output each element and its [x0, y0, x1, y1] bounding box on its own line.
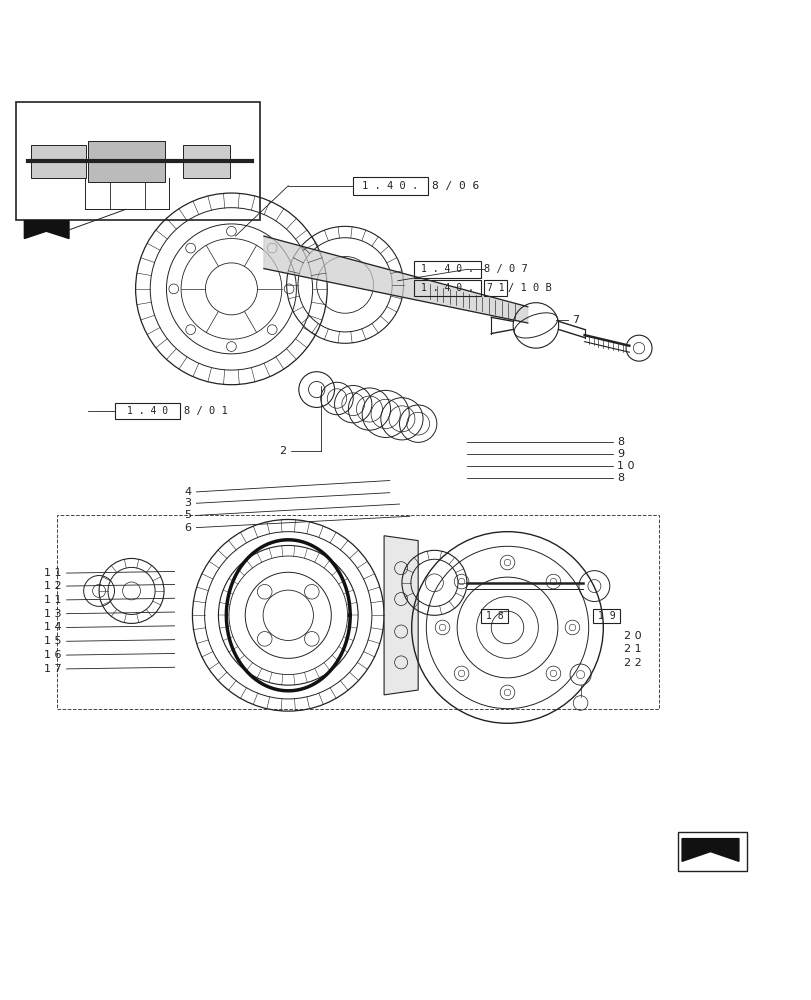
Text: 1 4: 1 4: [44, 622, 62, 632]
Text: 2 0: 2 0: [623, 631, 641, 641]
Text: 4: 4: [184, 487, 191, 497]
Bar: [353, 177, 427, 195]
FancyBboxPatch shape: [182, 145, 230, 178]
Text: 1 6: 1 6: [44, 650, 62, 660]
Text: 1 3: 1 3: [44, 609, 62, 619]
Text: 1 0: 1 0: [616, 461, 634, 471]
Text: 5: 5: [184, 510, 191, 520]
Polygon shape: [681, 839, 738, 861]
Polygon shape: [264, 236, 527, 323]
Text: 1 1: 1 1: [44, 568, 62, 578]
Bar: [414, 261, 480, 278]
Bar: [592, 609, 620, 623]
Text: 8: 8: [616, 437, 624, 447]
Bar: [480, 609, 508, 623]
Polygon shape: [24, 221, 69, 239]
FancyBboxPatch shape: [88, 141, 165, 182]
Text: 1 . 4 0 .: 1 . 4 0 .: [420, 283, 474, 293]
Text: 2: 2: [278, 446, 285, 456]
Text: 8 / 0 6: 8 / 0 6: [431, 181, 478, 191]
Text: 1 . 4 0 .: 1 . 4 0 .: [362, 181, 418, 191]
FancyBboxPatch shape: [31, 145, 86, 178]
Text: 7: 7: [572, 315, 579, 325]
Text: 9: 9: [616, 449, 624, 459]
Text: 8 / 0 7: 8 / 0 7: [483, 264, 527, 274]
Text: 1 7: 1 7: [44, 664, 62, 674]
Bar: [414, 280, 480, 296]
Text: 1 8: 1 8: [485, 611, 503, 621]
Text: / 1 0 B: / 1 0 B: [508, 283, 551, 293]
Text: 1 2: 1 2: [44, 581, 62, 591]
Text: 3: 3: [184, 498, 191, 508]
Text: 2 2: 2 2: [623, 658, 641, 668]
Text: 1 5: 1 5: [44, 636, 62, 646]
Bar: [57, 515, 659, 709]
Bar: [115, 403, 180, 419]
Bar: [483, 280, 506, 296]
Text: 1 9: 1 9: [597, 611, 615, 621]
Text: 7 1: 7 1: [486, 283, 504, 293]
Text: 1 . 4 0: 1 . 4 0: [127, 406, 168, 416]
Text: 1 . 4 0 .: 1 . 4 0 .: [420, 264, 474, 274]
Text: 8 / 0 1: 8 / 0 1: [183, 406, 227, 416]
Polygon shape: [384, 536, 418, 695]
Text: 8: 8: [616, 473, 624, 483]
Text: 6: 6: [184, 523, 191, 533]
Bar: [677, 832, 746, 871]
Text: 1 1: 1 1: [44, 595, 62, 605]
Bar: [16, 102, 260, 220]
Text: 2 1: 2 1: [623, 644, 641, 654]
